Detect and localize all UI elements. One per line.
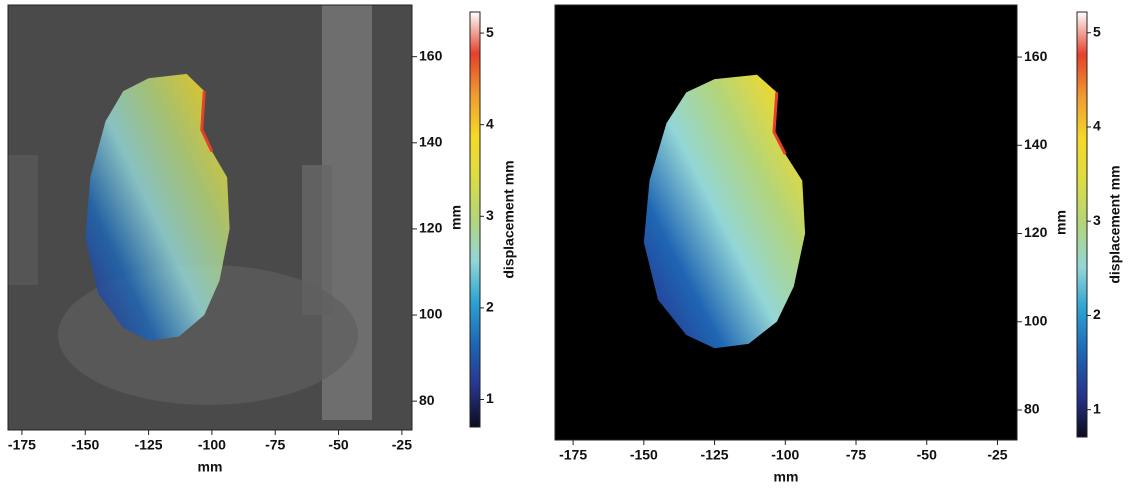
x-tick-label: -75 (265, 437, 285, 453)
colorbar-tick-label: 4 (486, 115, 494, 131)
x-tick-label: -125 (701, 447, 729, 463)
y-tick-label: 80 (1024, 401, 1040, 417)
x-tick-label: -175 (8, 437, 36, 453)
y-tick-label: 120 (419, 220, 443, 236)
colorbar (1076, 11, 1088, 438)
high-displacement-edge (200, 91, 214, 153)
x-tick-label: -150 (630, 447, 658, 463)
x-tick-label: -25 (392, 437, 412, 453)
displacement-map (643, 74, 806, 349)
y-tick-label: 160 (1024, 48, 1048, 64)
x-tick-label: -150 (71, 437, 99, 453)
y-tick-label: 160 (419, 47, 443, 63)
x-tick-label: -50 (328, 437, 348, 453)
x-tick-label: -175 (559, 447, 587, 463)
plot-frame (554, 4, 1018, 441)
colorbar-tick-label: 1 (1093, 400, 1101, 416)
x-tick-label: -100 (198, 437, 226, 453)
x-tick-label: -50 (917, 447, 937, 463)
y-tick-label: 120 (1024, 224, 1048, 240)
y-tick-label: 140 (1024, 136, 1048, 152)
colorbar-tick-label: 1 (486, 390, 494, 406)
plot-frame (7, 4, 413, 431)
x-tick-label: -125 (135, 437, 163, 453)
colorbar-tick-label: 2 (1093, 306, 1101, 322)
colorbar-tick-label: 5 (486, 24, 494, 40)
colorbar-tick-label: 4 (1093, 118, 1101, 134)
y-tick-label: 100 (1024, 312, 1048, 328)
y-tick-label: 100 (419, 306, 443, 322)
y-axis-label: mm (1053, 210, 1069, 235)
x-tick-label: -25 (987, 447, 1007, 463)
x-tick-label: -75 (846, 447, 866, 463)
colorbar-tick-label: 5 (1093, 23, 1101, 39)
colorbar-label: displacement mm (1107, 165, 1123, 283)
colorbar-tick-label: 3 (1093, 212, 1101, 228)
y-tick-label: 140 (419, 133, 443, 149)
colorbar-tick-label: 2 (486, 299, 494, 315)
y-tick-label: 80 (419, 392, 435, 408)
x-tick-label: -100 (771, 447, 799, 463)
displacement-map (85, 73, 230, 341)
x-axis-label: mm (198, 459, 223, 475)
colorbar-label: displacement mm (501, 160, 517, 278)
x-axis-label: mm (774, 469, 799, 485)
photo-structure (8, 155, 38, 285)
y-axis-label: mm (448, 205, 464, 230)
colorbar-tick-label: 3 (486, 207, 494, 223)
colorbar (469, 11, 481, 428)
high-displacement-edge (772, 92, 787, 155)
